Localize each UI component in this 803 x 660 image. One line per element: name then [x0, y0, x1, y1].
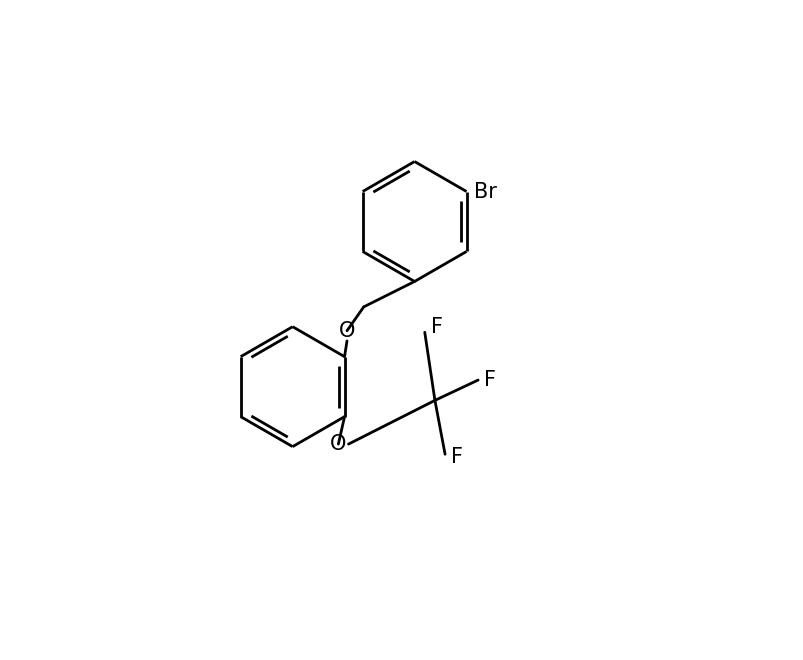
Text: F: F — [450, 447, 463, 467]
Text: Br: Br — [474, 182, 496, 201]
Text: O: O — [338, 321, 355, 341]
Text: F: F — [430, 317, 442, 337]
Text: F: F — [483, 370, 495, 390]
Text: O: O — [330, 434, 346, 454]
